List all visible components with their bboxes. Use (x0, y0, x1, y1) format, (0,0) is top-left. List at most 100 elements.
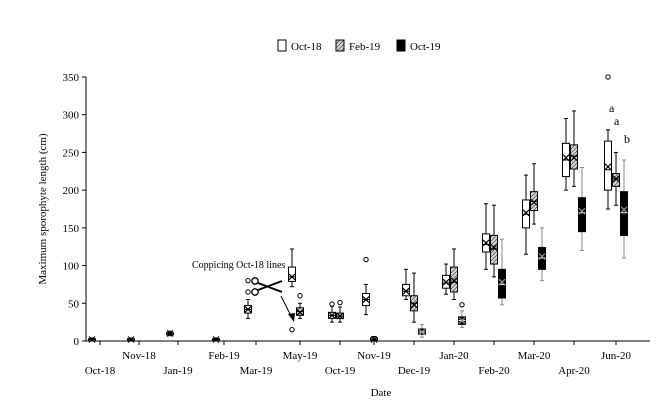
y-tick-label: 100 (63, 261, 80, 273)
box-oct-18-jan-20 (442, 263, 450, 295)
box-feb-19-oct-19 (336, 299, 344, 323)
outlier-point (363, 256, 369, 263)
outlier-point (297, 293, 303, 299)
y-tick-label: 150 (63, 223, 80, 235)
x-tick-label: Nov-18 (122, 350, 156, 362)
mean-marker (410, 301, 418, 309)
box-oct-19-dec-19 (418, 323, 426, 338)
outlier-point (289, 326, 295, 333)
box-feb-19-jun-20 (612, 151, 620, 206)
legend-label-oct-18: Oct-18 (291, 41, 322, 53)
mean-marker (538, 253, 546, 260)
box-oct-19-jan-20 (458, 302, 466, 328)
x-tick-label: Feb-19 (208, 350, 240, 362)
x-tick-label: Nov-19 (357, 350, 391, 362)
scissors-icon (251, 277, 283, 296)
box-oct-18-oct-19 (328, 301, 336, 323)
y-tick-label: 50 (68, 298, 80, 310)
significance-letter-oct-19: b (624, 132, 630, 146)
legend-swatch-feb-19 (335, 39, 345, 52)
box-oct-19-jun-20 (620, 159, 628, 259)
box-feb-19-may-19 (296, 293, 304, 319)
box-oct-18-mar-20 (522, 174, 530, 255)
x-tick-label: Mar-20 (518, 350, 551, 362)
mean-marker (578, 207, 586, 215)
mean-marker (127, 336, 135, 343)
significance-letter-feb-19: a (614, 114, 620, 128)
mean-marker (604, 163, 612, 171)
mean-marker (570, 154, 578, 162)
box-iqr (612, 173, 620, 187)
box-oct-18-nov-19 (362, 256, 370, 316)
series-oct-18 (88, 74, 612, 343)
box-feb-19-jan-20 (450, 248, 458, 301)
x-axis-title: Date (371, 387, 392, 399)
mean-marker (482, 239, 490, 247)
box-iqr (450, 266, 458, 293)
box-iqr (578, 197, 586, 233)
x-tick-label: Apr-20 (558, 365, 590, 377)
mean-marker (88, 336, 96, 343)
mean-marker (244, 305, 252, 313)
legend-label-feb-19: Feb-19 (349, 41, 381, 53)
mean-marker (362, 296, 370, 303)
x-tick-label: Jan-20 (439, 350, 469, 362)
box-oct-18-feb-19 (212, 336, 220, 343)
annotation-arrow (280, 295, 295, 322)
mean-marker (336, 312, 344, 320)
y-tick-label: 0 (74, 336, 80, 348)
box-oct-18-mar-19 (244, 277, 252, 319)
mean-marker (166, 330, 174, 337)
box-iqr (604, 140, 612, 191)
mean-marker (522, 209, 530, 217)
x-tick-label: Jun-20 (601, 350, 631, 362)
x-tick-label: May-19 (283, 350, 318, 362)
legend-swatch-oct-18 (277, 39, 287, 52)
mean-marker (328, 311, 336, 319)
outlier-point (459, 302, 465, 308)
mean-marker (490, 244, 498, 251)
mean-marker (612, 175, 620, 183)
mean-marker (402, 287, 410, 295)
x-tick-label: Dec-19 (398, 365, 431, 377)
legend: Oct-18 Feb-19 Oct-19 (277, 39, 441, 53)
box-oct-18-jan-19 (166, 330, 174, 337)
mean-marker (450, 277, 458, 285)
y-tick-label: 250 (63, 147, 80, 159)
x-tick-label: Oct-18 (85, 365, 116, 377)
y-tick-label: 300 (63, 110, 80, 122)
box-series (88, 74, 628, 343)
mean-marker (418, 328, 426, 336)
box-feb-19-mar-20 (530, 163, 538, 225)
series-feb-19 (296, 110, 620, 343)
mean-marker (370, 336, 378, 343)
mean-marker (620, 206, 628, 214)
y-tick-label: 350 (63, 72, 80, 84)
box-oct-18-dec-19 (402, 268, 410, 301)
mean-marker (288, 273, 296, 281)
box-oct-19-mar-20 (538, 227, 546, 282)
y-axis-title: Maximum sporophyte length (cm) (37, 133, 49, 285)
box-feb-19-nov-19 (370, 335, 378, 343)
box-iqr (498, 268, 506, 299)
mean-marker (458, 317, 466, 325)
box-iqr (620, 191, 628, 236)
outlier-point (329, 301, 335, 307)
mean-marker (530, 198, 538, 206)
coppicing-annotation: Coppicing Oct-18 lines (192, 260, 295, 322)
coppicing-label: Coppicing Oct-18 lines (192, 260, 285, 271)
outlier-point (605, 74, 611, 80)
box-oct-18-oct-18 (88, 336, 96, 343)
x-tick-label: Feb-20 (478, 365, 510, 377)
outlier-point (337, 299, 343, 306)
box-feb-19-apr-20 (570, 110, 578, 187)
x-tick-label: Jan-19 (163, 365, 193, 377)
box-oct-18-jun-20 (604, 74, 612, 210)
mean-marker (562, 154, 570, 162)
x-tick-label: Mar-19 (240, 365, 273, 377)
box-feb-19-dec-19 (410, 272, 418, 323)
box-oct-19-feb-20 (498, 238, 506, 306)
